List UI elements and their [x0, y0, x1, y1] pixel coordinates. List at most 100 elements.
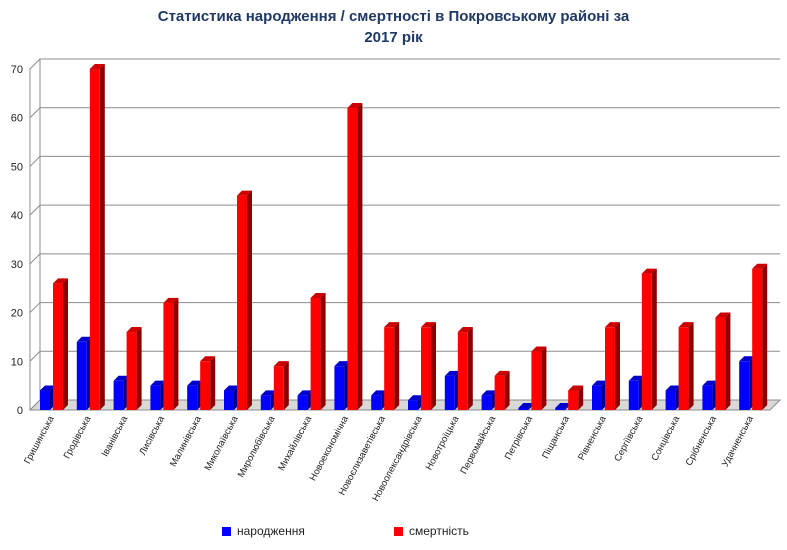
bar-births-11-top: [444, 370, 460, 376]
bar-births-15: [592, 385, 602, 410]
bar-births-11: [444, 375, 455, 410]
y-tick-10: 10: [11, 356, 23, 368]
bar-deaths-17-side: [688, 322, 694, 410]
legend-label-deaths: смертність: [409, 524, 469, 538]
bar-deaths-0-top: [53, 278, 68, 284]
legend-item-deaths: смертність: [394, 524, 469, 538]
bar-births-3: [150, 385, 161, 410]
bar-births-18: [702, 385, 713, 410]
bar-births-19-top: [739, 356, 755, 362]
bar-deaths-3-side: [173, 297, 179, 410]
chart-title-line2: 2017 рік: [364, 29, 423, 46]
bar-deaths-3-top: [163, 297, 179, 303]
bar-births-16: [628, 380, 639, 410]
x-tick-label-19: Удачненська: [720, 414, 756, 469]
bar-deaths-1: [89, 69, 100, 410]
bar-deaths-13-side: [541, 346, 547, 410]
gridline-20: [29, 302, 780, 313]
bar-deaths-6-side: [283, 361, 289, 410]
bar-births-14: [555, 408, 566, 410]
x-tick-label-5: Миколаївська: [203, 414, 241, 473]
x-tick-label-13: Петрівська: [503, 414, 536, 462]
bar-deaths-8: [347, 107, 358, 410]
bar-deaths-11-side: [467, 327, 473, 410]
x-tick-label-0: Гришинська: [22, 414, 57, 466]
y-tick-50: 50: [11, 161, 23, 173]
bar-births-5: [224, 390, 234, 410]
bar-deaths-12-side: [504, 370, 510, 410]
y-tick-30: 30: [11, 259, 23, 271]
bar-deaths-18-side: [725, 312, 731, 410]
bar-deaths-4: [200, 361, 211, 410]
bar-deaths-12: [494, 375, 505, 410]
bar-births-17: [665, 390, 676, 410]
bar-deaths-8-top: [347, 102, 363, 108]
legend-swatch-deaths: [394, 526, 403, 536]
bar-deaths-11: [457, 332, 468, 410]
gridline-40: [29, 204, 780, 216]
bar-deaths-13-top: [531, 346, 547, 352]
bar-births-10: [408, 400, 418, 410]
bar-deaths-2-top: [126, 327, 142, 333]
bar-births-1: [76, 341, 87, 410]
bar-births-1-top: [76, 336, 92, 342]
x-tick-label-6: Миролюбівська: [236, 414, 278, 480]
bar-births-3-top: [150, 380, 166, 386]
legend-item-births: народження: [222, 524, 305, 538]
bar-births-9-top: [371, 390, 387, 396]
bar-deaths-0-side: [63, 278, 68, 410]
bar-deaths-16-side: [651, 268, 657, 410]
bar-deaths-9-top: [384, 322, 400, 328]
bar-births-0-top: [40, 385, 55, 391]
bar-deaths-16-top: [641, 268, 657, 274]
bar-deaths-5: [237, 195, 247, 410]
bar-deaths-1-side: [99, 64, 105, 410]
y-tick-70: 70: [11, 64, 23, 76]
x-tick-label-11: Новотроїцька: [424, 414, 462, 473]
legend-label-births: народження: [237, 524, 305, 538]
bar-deaths-5-top: [237, 190, 252, 196]
bar-births-8: [334, 366, 345, 410]
bar-deaths-15-side: [615, 322, 620, 410]
bar-births-2: [113, 380, 124, 410]
bar-births-12-top: [481, 390, 497, 396]
x-tick-label-15: Рівненська: [576, 414, 609, 463]
bar-deaths-15: [605, 327, 615, 410]
x-tick-label-12: Первомайська: [458, 414, 498, 476]
bar-births-8-top: [334, 361, 350, 367]
gridline-30: [29, 253, 780, 265]
bar-births-9: [371, 395, 382, 410]
bar-deaths-18: [715, 317, 726, 410]
x-tick-label-7: Михайлівська: [276, 414, 314, 473]
bar-deaths-14: [568, 390, 579, 410]
bar-deaths-17: [678, 327, 689, 410]
bar-births-4: [187, 385, 198, 410]
bar-deaths-18-top: [715, 312, 731, 318]
bar-deaths-7-side: [320, 292, 326, 410]
bar-deaths-11-top: [457, 327, 473, 333]
bar-deaths-19-top: [752, 263, 768, 269]
x-tick-label-4: Малинівська: [168, 414, 204, 469]
chart-title: Статистика народження / смертності в Пок…: [0, 6, 787, 48]
bar-deaths-4-top: [200, 356, 216, 362]
x-tick-label-3: Лисівська: [137, 414, 167, 457]
bar-births-13-top: [518, 403, 534, 408]
bar-births-15-top: [592, 380, 607, 386]
bar-deaths-10: [421, 327, 431, 410]
bar-deaths-16: [641, 273, 652, 410]
bar-deaths-4-side: [210, 356, 216, 410]
bar-deaths-19: [752, 268, 763, 410]
bar-deaths-5-side: [247, 190, 252, 410]
bar-births-2-top: [113, 375, 129, 381]
gridline-60: [29, 107, 780, 119]
x-tick-label-1: Гродівська: [62, 414, 94, 461]
bar-births-10-top: [408, 395, 423, 401]
bar-deaths-17-top: [678, 322, 694, 328]
bar-deaths-7-top: [310, 292, 326, 298]
gridline-10: [29, 350, 780, 362]
bar-births-14-top: [555, 403, 571, 408]
bar-deaths-6-top: [273, 361, 289, 367]
bar-deaths-7: [310, 297, 321, 410]
y-tick-20: 20: [11, 308, 23, 320]
